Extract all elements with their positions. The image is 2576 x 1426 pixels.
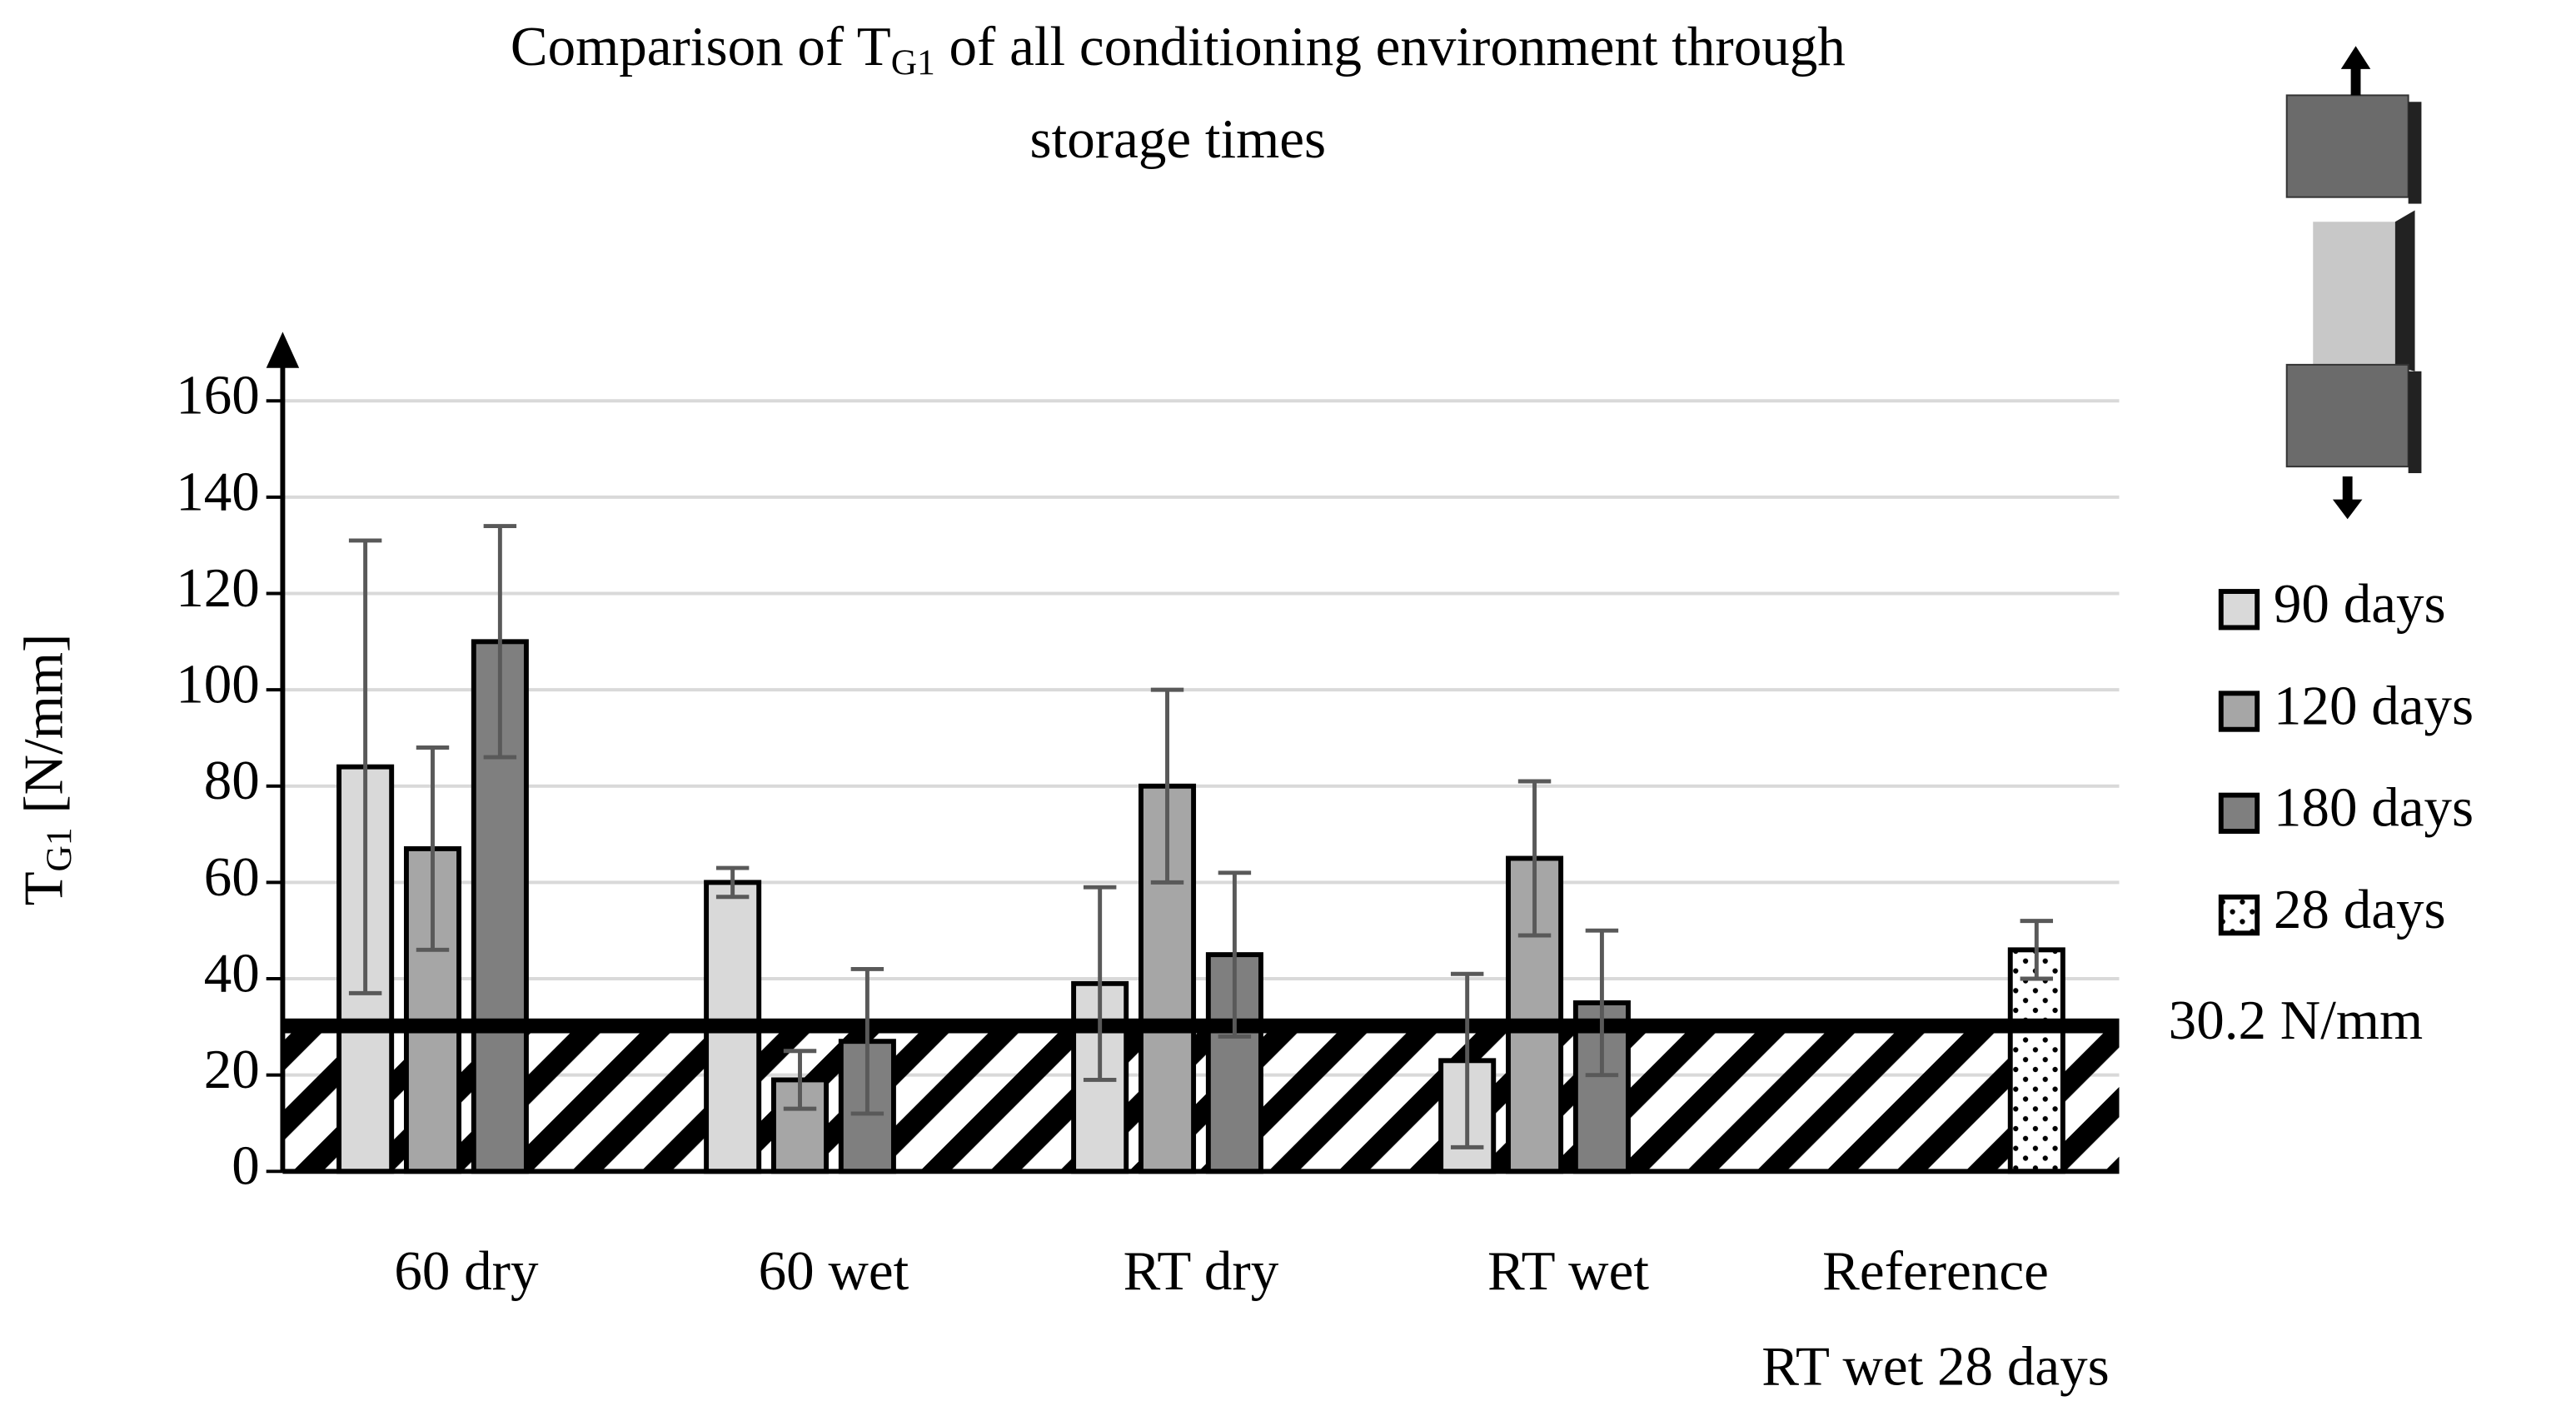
- error-bar: [348, 538, 382, 995]
- error-bar: [1585, 928, 1619, 1078]
- y-tick-label: 120: [176, 556, 260, 619]
- legend-swatch: [2218, 589, 2260, 631]
- error-bar: [715, 865, 750, 900]
- y-tick-label: 160: [176, 364, 260, 426]
- error-bar: [2020, 919, 2054, 981]
- title-part: Comparison of T: [511, 16, 891, 78]
- y-tick-label: 140: [176, 460, 260, 522]
- error-bar: [416, 745, 450, 952]
- y-axis-label: TG1 [N/mm]: [12, 634, 79, 906]
- title-part: of all conditioning environment through: [935, 16, 1846, 78]
- hatch-layer: [282, 1025, 2120, 1172]
- y-axis-arrow: [266, 332, 300, 368]
- legend-swatch: [2218, 894, 2260, 936]
- y-tick-label: 60: [204, 845, 260, 908]
- y-tick-label: 20: [204, 1038, 260, 1100]
- x-tick-label: RT wet: [1487, 1239, 1649, 1302]
- chart-title: Comparison of TG1 of all conditioning en…: [511, 16, 1846, 82]
- error-bar: [1083, 885, 1117, 1082]
- y-label-part: T: [12, 871, 75, 905]
- x-tick-label: 60 wet: [759, 1239, 909, 1302]
- legend-label: 180 days: [2274, 776, 2474, 839]
- error-bar: [1450, 971, 1484, 1149]
- x-tick-label: RT wet 28 days: [1761, 1334, 2109, 1397]
- error-bar: [483, 524, 517, 760]
- legend-label: 90 days: [2274, 572, 2446, 635]
- error-bar: [783, 1049, 817, 1111]
- error-bar: [850, 966, 884, 1116]
- specimen-icon: [2285, 46, 2422, 520]
- error-bar: [1150, 687, 1184, 885]
- top-layer: [266, 332, 2120, 1174]
- threshold-zone: [282, 1025, 2120, 1172]
- bar: [2007, 947, 2065, 1174]
- chart-title: storage times: [1030, 107, 1327, 170]
- legend-swatch: [2218, 792, 2260, 834]
- y-tick-label: 100: [176, 653, 260, 715]
- y-label-subscript: G1: [39, 827, 79, 871]
- y-tick-label: 40: [204, 941, 260, 1004]
- legend-label: 28 days: [2274, 878, 2446, 940]
- x-tick-label: RT dry: [1124, 1239, 1279, 1302]
- threshold-label: 30.2 N/mm: [2169, 989, 2423, 1051]
- error-bar: [1218, 870, 1252, 1039]
- legend-swatch: [2218, 691, 2260, 732]
- y-tick-label: 0: [232, 1134, 260, 1197]
- y-tick-label: 80: [204, 749, 260, 811]
- x-tick-label: 60 dry: [394, 1239, 539, 1302]
- y-label-part: [N/mm]: [12, 634, 75, 828]
- legend-label: 120 days: [2274, 674, 2474, 736]
- x-tick-label: Reference: [1822, 1239, 2049, 1302]
- error-bar: [1517, 779, 1552, 938]
- title-subscript: G1: [891, 42, 935, 82]
